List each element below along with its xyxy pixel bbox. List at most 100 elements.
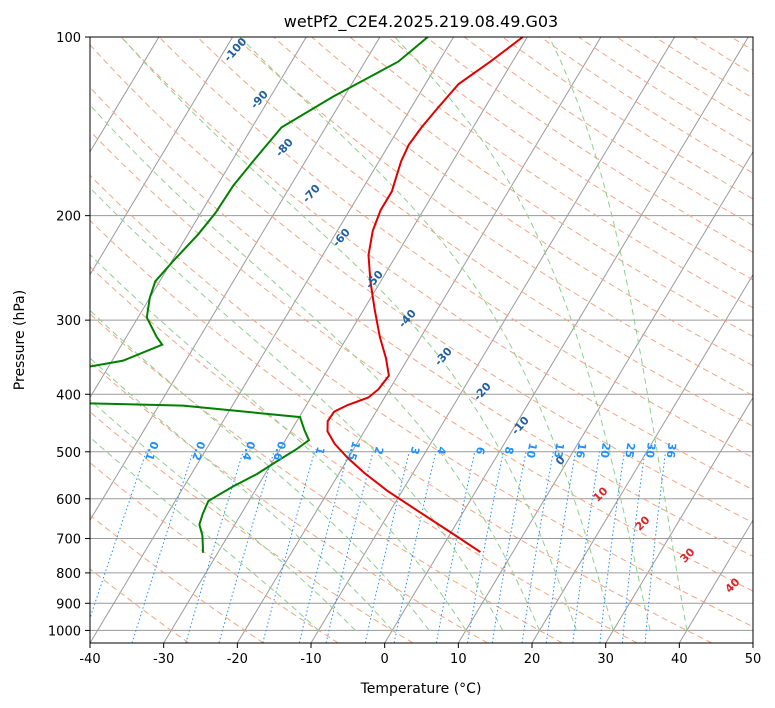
mixing-ratio-line bbox=[435, 451, 476, 643]
moist-adiabat-line bbox=[90, 104, 540, 631]
mixing-ratio-label: 13 bbox=[551, 442, 567, 459]
mixing-ratio-label: 1 bbox=[313, 445, 328, 456]
mixing-ratio-line bbox=[90, 451, 147, 620]
grid-layer bbox=[90, 37, 753, 643]
data-layer bbox=[90, 37, 524, 553]
mixing-ratio-line bbox=[572, 451, 601, 643]
dry-adiabat-line bbox=[273, 37, 753, 367]
mixing-ratio-line bbox=[185, 451, 244, 643]
axis-layer: -40 -30 -20 -10 0 10 20 30 40 50 100 200 300 400 500 6 0… bbox=[48, 31, 761, 667]
mixing-ratio-line bbox=[218, 451, 275, 643]
x-tick-label: 10 bbox=[450, 652, 467, 667]
y-axis-label: Pressure (hPa) bbox=[12, 290, 28, 390]
isotherm-line bbox=[90, 37, 455, 643]
x-tick-label: -20 bbox=[227, 652, 248, 667]
y-tick-label: 700 bbox=[56, 533, 81, 548]
x-axis-label: Temperature (°C) bbox=[360, 681, 482, 697]
mixing-ratio-line bbox=[621, 451, 646, 643]
temperature-profile-line bbox=[326, 37, 524, 553]
isotherm-line bbox=[678, 519, 753, 643]
dry-adiabat-line bbox=[90, 44, 753, 524]
isotherm-line bbox=[457, 150, 753, 643]
moist-adiabat-line bbox=[90, 436, 319, 631]
dewpoint-profile-line bbox=[90, 37, 429, 553]
isotherm-line bbox=[90, 37, 234, 276]
mixing-ratio-line bbox=[364, 451, 410, 643]
isotherm-line bbox=[310, 37, 676, 643]
dry-adiabat-line bbox=[120, 37, 753, 491]
mixing-ratio-line bbox=[131, 451, 194, 643]
mixing-ratio-label: 30 bbox=[643, 442, 658, 459]
y-tick-label: 200 bbox=[56, 210, 81, 225]
moist-adiabat-line bbox=[90, 399, 356, 631]
isotherm-line bbox=[90, 37, 307, 399]
mixing-ratio-line bbox=[491, 451, 527, 643]
x-tick-label: 20 bbox=[524, 652, 541, 667]
dry-adiabat-line bbox=[90, 514, 264, 643]
mixing-ratio-label: 1.5 bbox=[345, 440, 363, 462]
mixing-ratio-label: 10 bbox=[524, 442, 540, 460]
mixing-ratio-label: 3 bbox=[407, 445, 421, 456]
mixing-ratio-label: 36 bbox=[664, 442, 679, 459]
mixing-ratio-label: 20 bbox=[597, 442, 612, 460]
y-tick-label: 300 bbox=[56, 314, 81, 329]
mixing-ratio-label: 0.2 bbox=[189, 440, 207, 463]
dry-adiabat-line bbox=[90, 219, 712, 643]
mixing-ratio-line bbox=[262, 451, 315, 643]
moist-adiabat-line bbox=[394, 37, 651, 631]
x-tick-label: 40 bbox=[671, 652, 688, 667]
moist-adiabat-line bbox=[121, 37, 577, 631]
dry-adiabat-line bbox=[387, 37, 753, 281]
mixing-ratio-label: 25 bbox=[622, 442, 637, 459]
mixing-ratio-line bbox=[298, 451, 349, 643]
moist-adiabat-line bbox=[548, 37, 688, 631]
mixing-ratio-label: 6 bbox=[473, 445, 487, 456]
mixing-ratio-line bbox=[599, 451, 625, 643]
mixing-ratio-line bbox=[393, 451, 437, 643]
mixing-ratio-label: 2 bbox=[371, 445, 386, 456]
dry-adiabat-line bbox=[90, 361, 488, 643]
mixing-ratio-line bbox=[545, 451, 576, 643]
y-tick-label: 400 bbox=[56, 388, 81, 403]
moist-adiabat-line bbox=[90, 309, 430, 631]
dry-adiabat-line bbox=[90, 174, 753, 628]
isotherm-line bbox=[163, 37, 528, 643]
dry-adiabat-line bbox=[90, 266, 638, 643]
mixing-ratio-label: 0.4 bbox=[239, 440, 257, 463]
y-tick-label: 100 bbox=[56, 31, 81, 46]
mixing-ratio-label: 0.1 bbox=[142, 440, 161, 463]
dry-adiabat-line bbox=[197, 37, 753, 427]
dry-adiabat-line bbox=[311, 37, 753, 338]
isotherm-line bbox=[90, 37, 160, 153]
mixing-ratio-line bbox=[521, 451, 554, 643]
isotherm-line bbox=[90, 37, 381, 522]
moist-adiabat-line bbox=[90, 187, 504, 631]
mixing-ratio-label: 16 bbox=[573, 442, 588, 460]
x-tick-label: -10 bbox=[300, 652, 321, 667]
mixing-ratio-line bbox=[644, 451, 667, 643]
mixing-ratio-label: 8 bbox=[502, 445, 516, 455]
isotherm-line bbox=[236, 37, 602, 643]
x-tick-label: -40 bbox=[79, 652, 100, 667]
moist-adiabat-line bbox=[90, 357, 393, 631]
y-tick-label: 800 bbox=[56, 567, 81, 582]
dry-adiabat-line bbox=[90, 411, 414, 643]
y-tick-label: 900 bbox=[56, 597, 81, 612]
y-tick-label: 1000 bbox=[48, 624, 81, 639]
plot-frame bbox=[89, 36, 754, 644]
dry-adiabat-line bbox=[158, 37, 753, 459]
dry-adiabat-line bbox=[235, 37, 753, 397]
moist-adiabat-line bbox=[239, 37, 614, 631]
y-tick-label: 500 bbox=[56, 446, 81, 461]
x-tick-label: 0 bbox=[381, 652, 389, 667]
mixing-ratio-label: 4 bbox=[434, 445, 448, 456]
chart-title: wetPf2_C2E4.2025.219.08.49.G03 bbox=[284, 12, 558, 32]
mixing-ratio-line bbox=[325, 451, 374, 643]
x-tick-label: -30 bbox=[153, 652, 174, 667]
isotherm-line bbox=[605, 396, 753, 643]
mixing-ratio-label: 0.6 bbox=[270, 440, 288, 463]
x-tick-label: 50 bbox=[745, 652, 762, 667]
isotherm-line bbox=[384, 37, 749, 643]
